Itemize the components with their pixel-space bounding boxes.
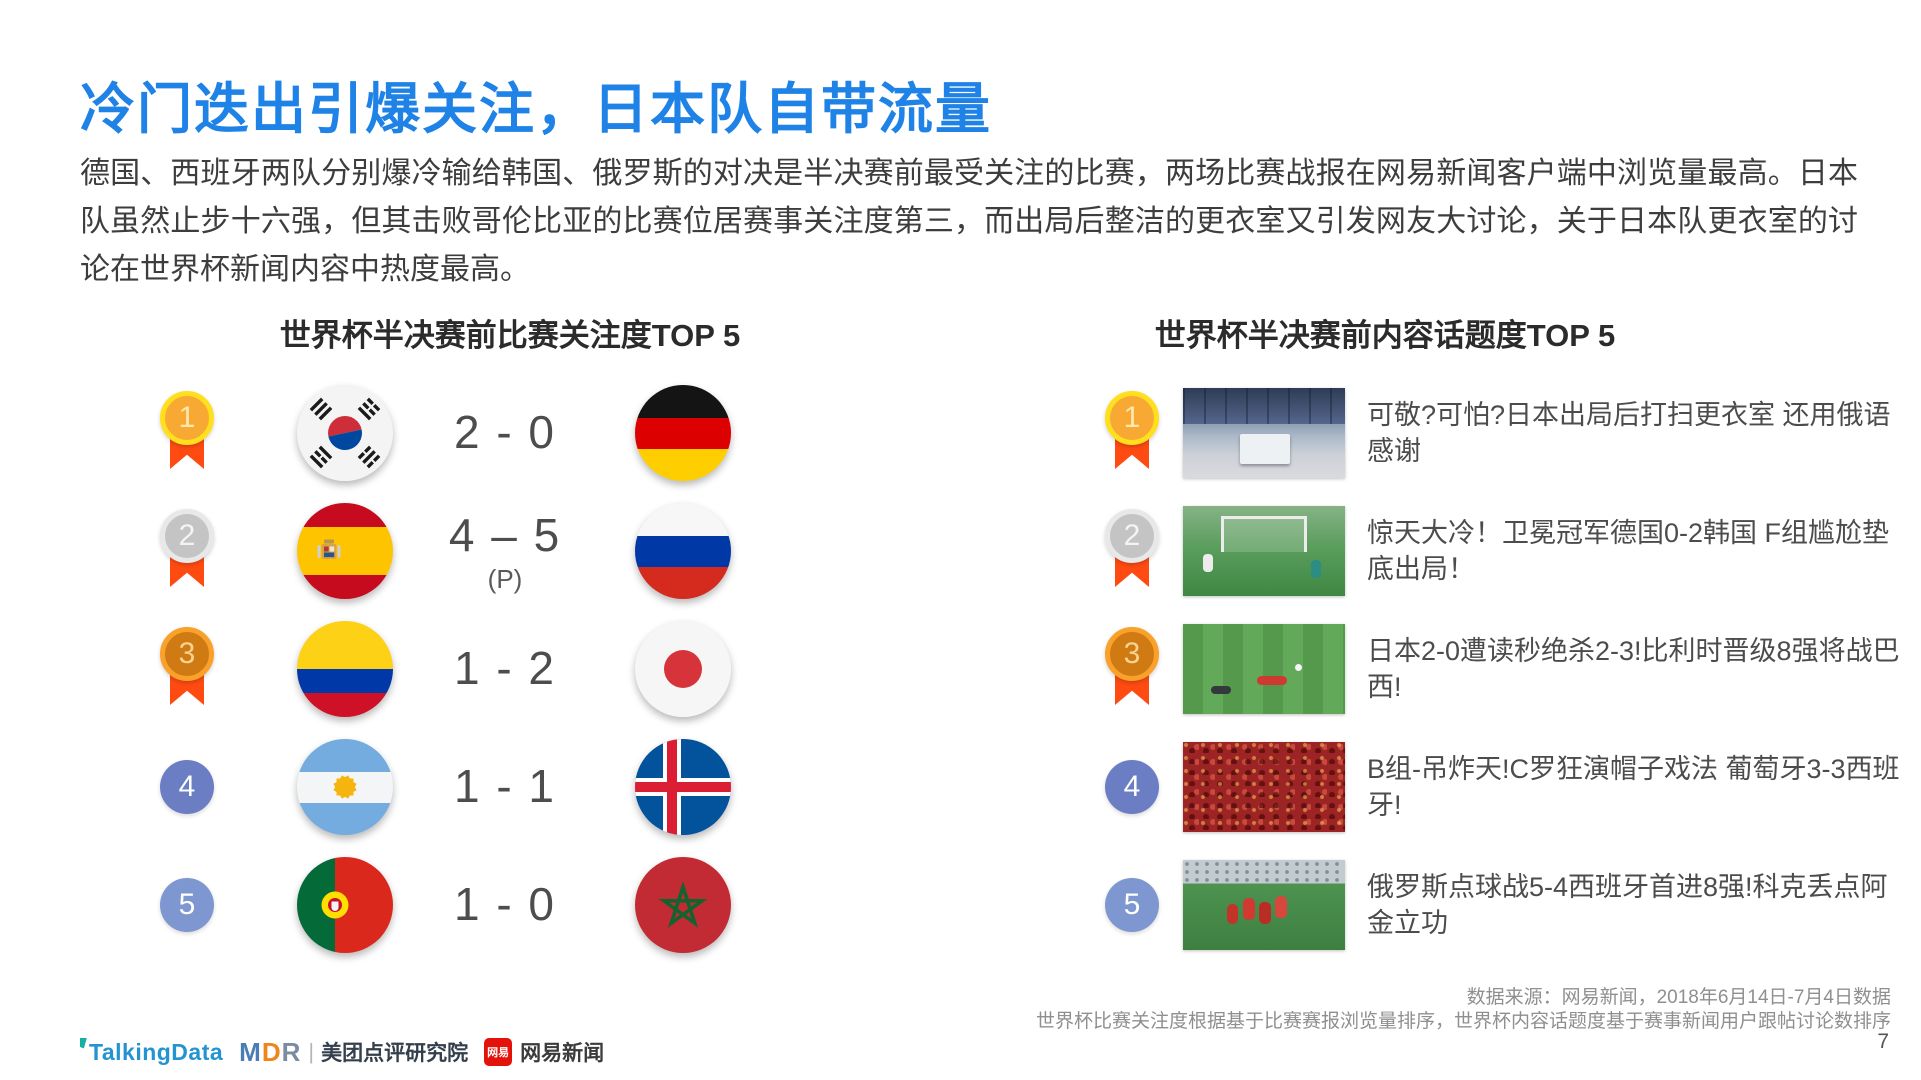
russia-flag-icon [635,503,731,599]
news-headline: 可敬?可怕?日本出局后打扫更衣室 还用俄语感谢 [1367,400,1891,466]
spain-crest [317,539,341,559]
logo-divider: | [308,1039,315,1064]
score-cell: 1 - 2 [430,641,580,697]
rank-4-badge-icon: 4 [160,760,214,814]
portugal-flag-icon [297,857,393,953]
news-row-5: 5 俄罗斯点球战5-4西班牙首进8强!科克丢点阿金立功 [1105,846,1921,964]
topic-ranking-title: 世界杯半决赛前内容话题度TOP 5 [1154,318,1616,353]
score-cell: 4 – 5 (P) [430,508,580,595]
japan-belgium-match-photo [1183,624,1345,714]
footer-logos: TalkingData MDR | 美团点评研究院 网易 网易新闻 [80,1036,604,1068]
match-row-4: 4 1 - 1 [160,728,760,846]
match-score: 1 - 0 [453,878,557,930]
intro-paragraph: 德国、西班牙两队分别爆冷输给韩国、俄罗斯的对决是半决赛前最受关注的比赛，两场比赛… [80,157,1858,286]
news-headline: B组-吊炸天!C罗狂演帽子戏法 葡萄牙3-3西班牙! [1367,754,1900,820]
rank-number: 5 [178,888,196,921]
germany-flag-icon [635,385,731,481]
rank-1-medal-icon: 1 [160,391,214,475]
meituan-research-label: 美团点评研究院 [321,1042,469,1065]
rank-number: 2 [178,519,196,552]
russia-spain-match-photo [1183,860,1345,950]
match-row-5: 5 1 - 0 [160,846,760,964]
rank-3-medal-icon: 3 [160,627,214,711]
rank-5-badge-icon: 5 [160,878,214,932]
match-row-2: 2 4 – 5 (P) [160,492,760,610]
news-headline: 惊天大冷！卫冕冠军德国0-2韩国 F组尴尬垫底出局！ [1367,518,1890,584]
talkingdata-tick-icon [80,1037,87,1049]
rank-number: 4 [1123,770,1141,803]
score-cell: 1 - 0 [430,877,580,933]
rank-number: 3 [178,637,196,670]
topic-ranking-list: 1 可敬?可怕?日本出局后打扫更衣室 还用俄语感谢 2 惊天大冷！卫冕冠军德国0… [1105,374,1921,964]
source-line-1: 数据来源：网易新闻，2018年6月14日-7月4日数据 [1466,987,1891,1008]
south-korea-flag-icon [297,385,393,481]
spain-flag-icon [297,503,393,599]
japan-locker-room-photo [1183,388,1345,478]
score-cell: 1 - 1 [430,759,580,815]
morocco-flag-icon [635,857,731,953]
netease-news-logo: 网易 网易新闻 [484,1037,604,1067]
match-score: 4 – 5 [448,508,562,561]
source-line-2: 世界杯比赛关注度根据基于比赛赛报浏览量排序，世界杯内容话题度基于赛事新闻用户跟帖… [1035,1011,1891,1032]
rank-number: 5 [1123,888,1141,921]
score-note: (P) [487,563,523,594]
match-score: 1 - 2 [453,642,557,694]
colombia-flag-icon [297,621,393,717]
iceland-flag-icon [635,739,731,835]
rank-number: 4 [178,770,196,803]
portugal-spain-crowd-photo [1183,742,1345,832]
rank-number: 1 [178,401,196,434]
talkingdata-logo-text: TalkingData [89,1038,224,1065]
mdr-logo-icon: MDR [239,1036,302,1067]
argentina-flag-icon [297,739,393,835]
rank-4-badge-icon: 4 [1105,760,1159,814]
data-source-note: 数据来源：网易新闻，2018年6月14日-7月4日数据 世界杯比赛关注度根据基于… [1036,986,1891,1034]
page-title: 冷门迭出引爆关注，日本队自带流量 [80,78,993,140]
rank-number: 1 [1123,401,1141,434]
news-row-3: 3 日本2-0遭读秒绝杀2-3!比利时晋级8强将战巴西! [1105,610,1921,728]
netease-app-icon: 网易 [484,1038,513,1066]
match-score: 1 - 1 [453,760,557,812]
match-ranking-list: 1 2 - 0 [160,374,760,964]
match-row-1: 1 2 - 0 [160,374,760,492]
rank-number: 2 [1123,519,1141,552]
netease-news-label: 网易新闻 [520,1042,605,1065]
match-score: 2 - 0 [453,406,557,458]
talkingdata-logo: TalkingData [80,1037,224,1066]
meituan-dianping-research-logo: MDR | 美团点评研究院 [239,1037,468,1068]
rank-5-badge-icon: 5 [1105,878,1159,932]
news-row-2: 2 惊天大冷！卫冕冠军德国0-2韩国 F组尴尬垫底出局！ [1105,492,1921,610]
news-headline: 俄罗斯点球战5-4西班牙首进8强!科克丢点阿金立功 [1367,872,1888,938]
match-row-3: 3 1 - 2 [160,610,760,728]
match-ranking-title: 世界杯半决赛前比赛关注度TOP 5 [279,318,741,353]
news-row-1: 1 可敬?可怕?日本出局后打扫更衣室 还用俄语感谢 [1105,374,1921,492]
germany-korea-match-photo [1183,506,1345,596]
score-cell: 2 - 0 [430,405,580,461]
rank-1-medal-icon: 1 [1105,391,1159,475]
rank-number: 3 [1123,637,1141,670]
rank-3-medal-icon: 3 [1105,627,1159,711]
news-headline: 日本2-0遭读秒绝杀2-3!比利时晋级8强将战巴西! [1367,636,1900,702]
rank-2-medal-icon: 2 [160,509,214,593]
news-row-4: 4 B组-吊炸天!C罗狂演帽子戏法 葡萄牙3-3西班牙! [1105,728,1921,846]
japan-flag-icon [635,621,731,717]
rank-2-medal-icon: 2 [1105,509,1159,593]
page-number: 7 [1877,1030,1889,1053]
